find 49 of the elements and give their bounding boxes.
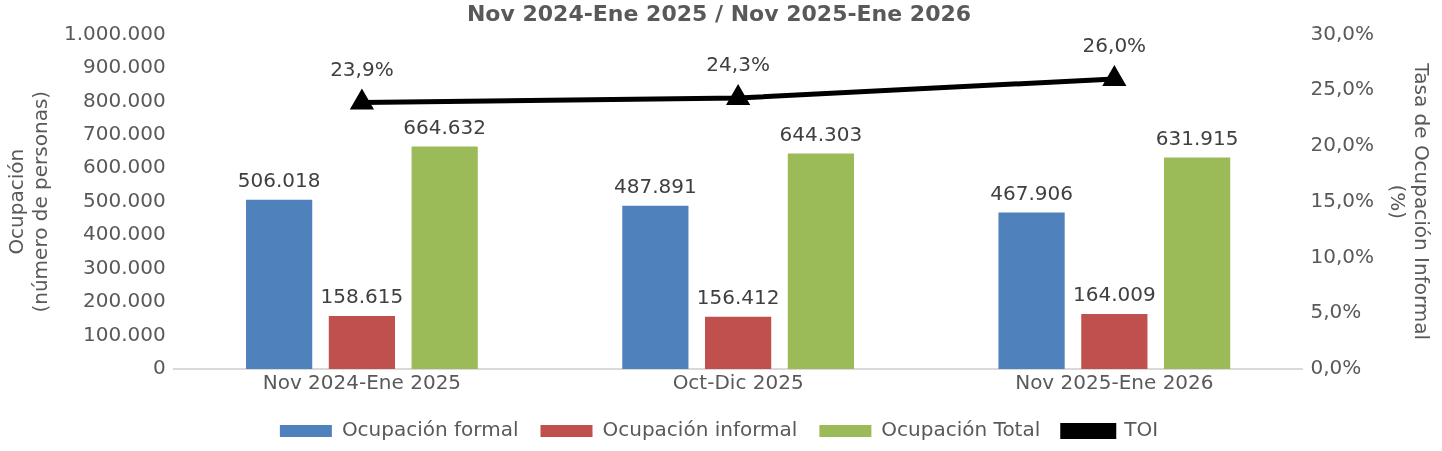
y-tick-label: 800.000 (83, 87, 166, 112)
legend-label: Ocupación informal (602, 417, 798, 442)
y-axis-title: Ocupación (número de personas) (4, 90, 53, 313)
data-label: 506.018 (237, 167, 321, 192)
data-label: 26,0% (1082, 33, 1147, 58)
data-label: 631.915 (1155, 125, 1239, 150)
x-tick-label: Nov 2025-Ene 2026 (1015, 370, 1214, 395)
legend-label: Ocupación formal (341, 417, 519, 442)
data-label: 164.009 (1072, 282, 1156, 307)
y-tick-label: 600.000 (83, 154, 166, 179)
bar (246, 199, 313, 369)
y2-tick-label: 10,0% (1310, 243, 1375, 268)
data-label: 158.615 (320, 284, 404, 309)
legend-label: TOI (1123, 417, 1159, 442)
y-tick-label: 200.000 (83, 288, 166, 313)
data-label: 487.891 (614, 173, 697, 198)
y-tick-label: 1.000.000 (63, 20, 166, 45)
data-label: 23,9% (330, 56, 394, 81)
y-tick-label: 400.000 (83, 221, 166, 246)
y-tick-label: 300.000 (83, 254, 166, 279)
x-tick-label: Oct-Dic 2025 (672, 370, 804, 395)
y-tick-label: 900.000 (83, 54, 166, 79)
y-tick-label: 0 (153, 355, 166, 380)
legend-label: Ocupación Total (881, 417, 1041, 442)
data-label: 156.412 (696, 284, 780, 309)
bar (998, 212, 1065, 369)
bar (1081, 314, 1148, 369)
bar (1164, 157, 1231, 369)
y2-tick-label: 5,0% (1310, 299, 1362, 324)
data-label: 664.632 (403, 114, 487, 139)
bar (411, 146, 478, 369)
y2-tick-label: 15,0% (1310, 187, 1375, 212)
y2-tick-label: 30,0% (1310, 20, 1375, 45)
y-tick-label: 700.000 (83, 120, 166, 145)
chart-title: Nov 2024-Ene 2025 / Nov 2025-Ene 2026 (466, 0, 972, 26)
y2-tick-label: 25,0% (1310, 76, 1375, 101)
data-label: 644.303 (779, 121, 863, 146)
y2-tick-label: 0,0% (1310, 355, 1362, 380)
y-tick-label: 100.000 (83, 321, 166, 346)
bar (622, 205, 689, 369)
bar (328, 315, 396, 369)
y2-axis-title: Tasa de Ocupación Informal (%) (1385, 62, 1434, 341)
data-label: 467.906 (990, 180, 1073, 205)
bar (787, 153, 854, 369)
y2-tick-label: 20,0% (1310, 132, 1375, 157)
y-tick-label: 500.000 (83, 187, 166, 212)
x-tick-label: Nov 2024-Ene 2025 (262, 370, 462, 395)
data-label: 24,3% (706, 52, 770, 77)
bar (705, 316, 772, 369)
